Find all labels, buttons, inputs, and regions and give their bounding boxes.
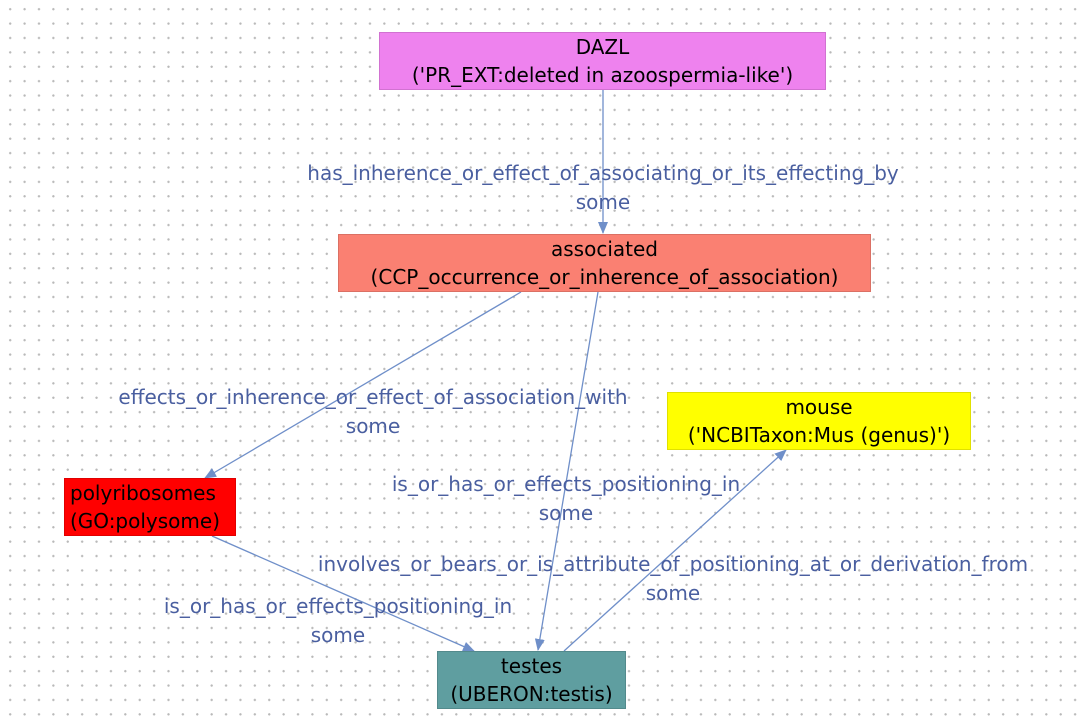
- edge-quantifier: some: [575, 190, 631, 214]
- node-id: (UBERON:testis): [450, 682, 613, 706]
- edge-relation: effects_or_inherence_or_effect_of_associ…: [118, 385, 628, 409]
- edge-label-testes-to-mouse: involves_or_bears_or_is_attribute_of_pos…: [318, 550, 1028, 608]
- edge-relation: has_inherence_or_effect_of_associating_o…: [307, 161, 899, 185]
- edge-associated-to-polyribosomes[interactable]: [204, 291, 522, 479]
- edge-polyribosomes-to-testes[interactable]: [211, 535, 475, 652]
- edge-quantifier: some: [645, 581, 701, 605]
- edge-quantifier: some: [538, 501, 594, 525]
- edge-label-polyribosomes-to-testes: is_or_has_or_effects_positioning_in some: [164, 592, 512, 650]
- edge-testes-to-mouse[interactable]: [563, 449, 787, 652]
- node-id: (CCP_occurrence_or_inherence_of_associat…: [370, 265, 839, 289]
- node-id: ('PR_EXT:deleted in azoospermia-like'): [411, 63, 794, 87]
- edge-relation: is_or_has_or_effects_positioning_in: [391, 472, 741, 496]
- node-name: associated: [551, 237, 658, 261]
- edge-relation: involves_or_bears_or_is_attribute_of_pos…: [317, 552, 1029, 576]
- node-mouse[interactable]: mouse ('NCBITaxon:Mus (genus)'): [667, 392, 971, 450]
- node-associated[interactable]: associated (CCP_occurrence_or_inherence_…: [338, 234, 871, 292]
- edge-label-associated-to-testes: is_or_has_or_effects_positioning_in some: [392, 470, 740, 528]
- edge-label-dazl-to-associated: has_inherence_or_effect_of_associating_o…: [307, 159, 898, 217]
- edge-label-associated-to-polyribosomes: effects_or_inherence_or_effect_of_associ…: [118, 383, 627, 441]
- edge-quantifier: some: [345, 414, 401, 438]
- edge-quantifier: some: [310, 623, 366, 647]
- node-polyribosomes[interactable]: polyribosomes (GO:polysome): [64, 478, 236, 536]
- node-name: DAZL: [575, 35, 630, 59]
- node-id: ('NCBITaxon:Mus (genus)'): [687, 423, 951, 447]
- node-name: mouse: [785, 395, 853, 419]
- edge-relation: is_or_has_or_effects_positioning_in: [163, 594, 513, 618]
- node-id: (GO:polysome): [70, 509, 220, 533]
- node-name: testes: [500, 654, 563, 678]
- node-dazl[interactable]: DAZL ('PR_EXT:deleted in azoospermia-lik…: [379, 32, 826, 90]
- edge-associated-to-testes[interactable]: [534, 291, 599, 651]
- node-name: polyribosomes: [70, 481, 216, 505]
- node-testes[interactable]: testes (UBERON:testis): [437, 651, 626, 709]
